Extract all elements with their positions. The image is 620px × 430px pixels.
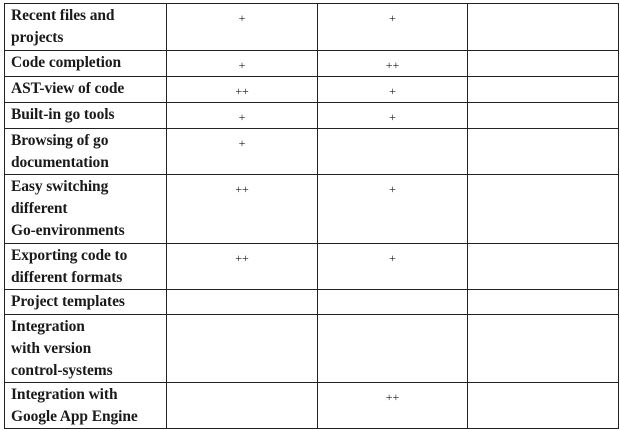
table-row: AST-view of code ++ + — [4, 76, 619, 103]
rating-cell: + — [317, 243, 468, 290]
rating-cell — [467, 174, 619, 244]
feature-cell: AST-view of code — [4, 76, 167, 103]
table-row: Easy switching different Go-environments ++… — [4, 174, 619, 244]
rating-cell — [166, 382, 318, 429]
feature-cell: Project templates — [4, 289, 167, 315]
table-row: Project templates — [4, 289, 619, 315]
rating-cell: + — [166, 3, 318, 51]
rating-cell — [467, 50, 619, 77]
rating-cell: + — [166, 102, 318, 129]
table-row: Built-in go tools + + — [4, 102, 619, 129]
rating-cell: + — [317, 102, 468, 129]
rating-cell: ++ — [317, 382, 468, 429]
feature-cell: Code completion — [4, 50, 167, 77]
rating-cell: + — [166, 50, 318, 77]
rating-cell — [166, 289, 318, 315]
table-row: Integration with version control-systems — [4, 314, 619, 383]
table-row: Code completion + ++ — [4, 50, 619, 77]
table-row: Integration with Google App Engine ++ — [4, 382, 619, 429]
table-row: Recent files and projects + + — [4, 3, 619, 51]
rating-cell — [317, 289, 468, 315]
rating-cell: + — [317, 76, 468, 103]
feature-cell: Recent files and projects — [4, 3, 167, 51]
rating-cell — [166, 314, 318, 383]
feature-cell: Integration with Google App Engine — [4, 382, 167, 429]
feature-comparison-table: Recent files and projects + + Code completio… — [4, 3, 619, 429]
feature-cell: Integration with version control-systems — [4, 314, 167, 383]
rating-cell: ++ — [166, 174, 318, 244]
rating-cell — [467, 243, 619, 290]
rating-cell — [317, 128, 468, 175]
rating-cell: + — [317, 3, 468, 51]
feature-cell: Browsing of go documentation — [4, 128, 167, 175]
feature-cell: Exporting code to different formats — [4, 243, 167, 290]
feature-cell: Easy switching different Go-environments — [4, 174, 167, 244]
rating-cell — [467, 289, 619, 315]
rating-cell — [317, 314, 468, 383]
table-row: Exporting code to different formats ++ + — [4, 243, 619, 290]
rating-cell — [467, 3, 619, 51]
rating-cell — [467, 382, 619, 429]
rating-cell: + — [317, 174, 468, 244]
rating-cell: ++ — [166, 76, 318, 103]
rating-cell — [467, 314, 619, 383]
rating-cell — [467, 128, 619, 175]
table-row: Browsing of go documentation + — [4, 128, 619, 175]
rating-cell — [467, 102, 619, 129]
rating-cell: + — [166, 128, 318, 175]
rating-cell: ++ — [166, 243, 318, 290]
feature-cell: Built-in go tools — [4, 102, 167, 129]
rating-cell — [467, 76, 619, 103]
rating-cell: ++ — [317, 50, 468, 77]
